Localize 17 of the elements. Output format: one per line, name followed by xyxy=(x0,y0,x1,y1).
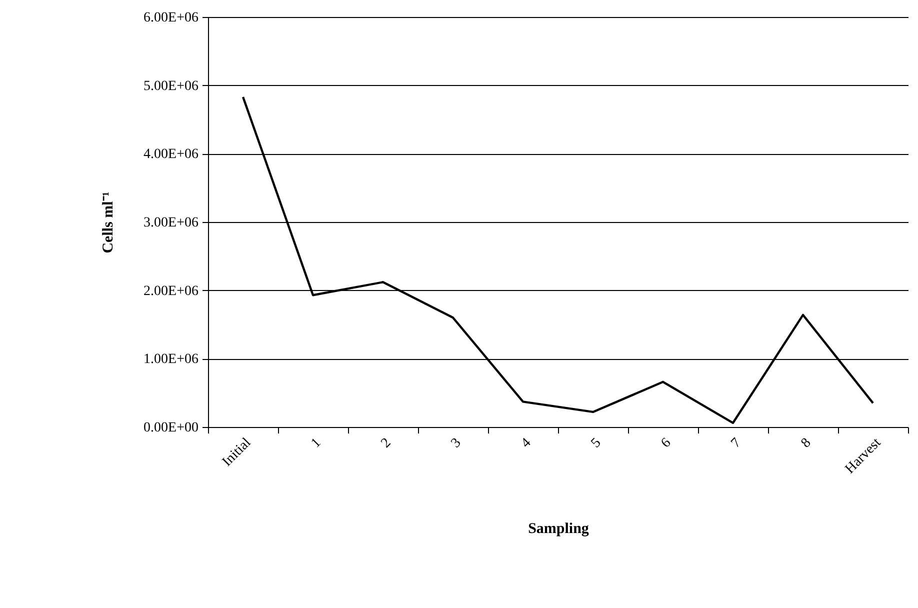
y-tick-label: 3.00E+06 xyxy=(144,216,198,230)
x-tick-label: 3 xyxy=(448,436,464,452)
x-tick-label: 4 xyxy=(518,436,534,452)
x-tick-label: 5 xyxy=(588,436,604,452)
x-axis-title: Sampling xyxy=(528,521,590,538)
y-tick-label: 5.00E+06 xyxy=(144,78,198,94)
y-tick-label: 0.00E+00 xyxy=(144,420,198,436)
y-tick-label: 1.00E+06 xyxy=(144,352,198,368)
y-tick-label: 6.00E+06 xyxy=(144,10,198,26)
x-tick-label: 6 xyxy=(658,436,674,452)
y-tick-label: 2.00E+06 xyxy=(144,284,198,299)
x-tick-label: 8 xyxy=(798,436,814,452)
x-tick-label: 1 xyxy=(308,436,324,452)
x-tick-label: 2 xyxy=(378,436,394,452)
y-axis-title: Cells ml⁻¹ xyxy=(100,192,117,254)
y-tick-label: 4.00E+06 xyxy=(144,147,198,162)
x-tick-label: 7 xyxy=(728,436,744,452)
